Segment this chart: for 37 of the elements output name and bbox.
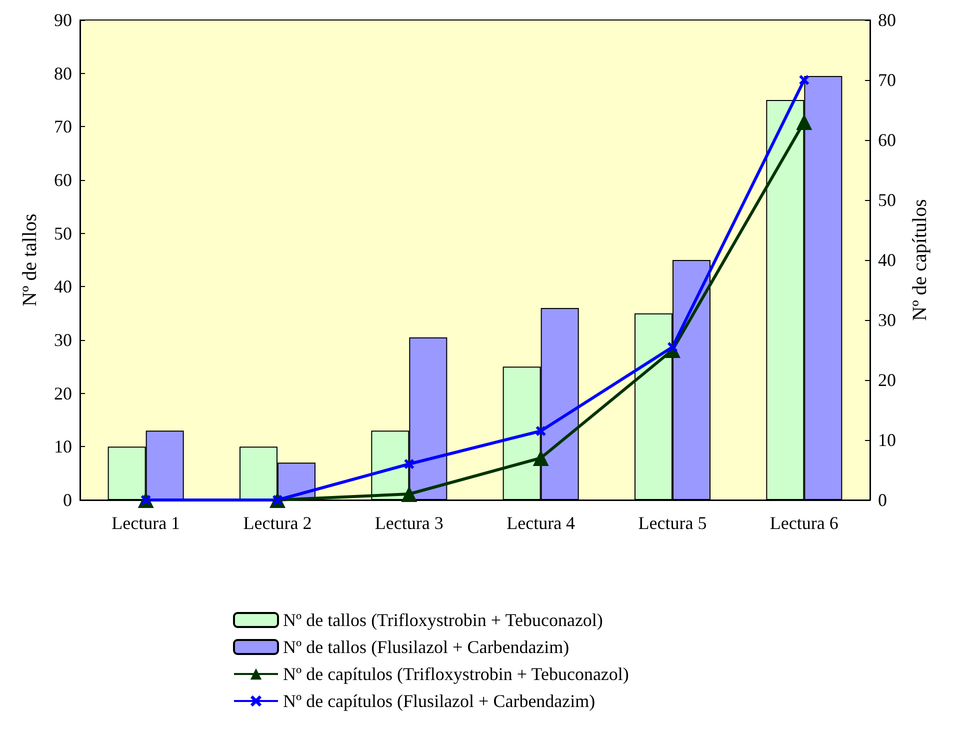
x-tick-label: Lectura 3	[374, 513, 444, 533]
point	[532, 450, 549, 466]
y2-tick-label: 40	[878, 250, 896, 270]
y2-tick-label: 20	[878, 370, 896, 390]
x-tick-label: Lectura 2	[243, 513, 312, 533]
x-tick-label: Lectura 4	[506, 513, 576, 533]
y-tick-label: 50	[54, 223, 72, 244]
y-tick-label: 90	[54, 10, 72, 30]
point	[404, 459, 414, 469]
y2-tick-label: 80	[878, 10, 896, 30]
point	[536, 426, 546, 436]
legend-label: Nº de capítulos (Flusilazol + Carbendazim)	[283, 691, 596, 711]
y-tick-label: 30	[54, 330, 72, 350]
y2-tick-label: 30	[878, 310, 896, 330]
x-tick-label: Lectura 1	[112, 513, 180, 533]
y2-tick-label: 50	[878, 190, 896, 210]
y2-tick-label: 0	[878, 490, 887, 510]
x-tick-label: Lectura 5	[638, 513, 707, 533]
y2-tick-label: 70	[878, 70, 896, 90]
y-tick-label: 60	[54, 170, 72, 190]
y-tick-label: 10	[54, 436, 72, 457]
legend-label: Nº de tallos (Flusilazol + Carbendazim)	[283, 637, 570, 657]
y-tick-label: 0	[63, 490, 72, 510]
x-tick-label: Lectura 6	[770, 513, 838, 533]
legend-label: Nº de capítulos (Trifloxystrobin + Tebuconazol)	[283, 664, 629, 684]
y-axis-title: Nº de tallos	[19, 213, 41, 306]
point	[796, 114, 812, 130]
point	[401, 486, 418, 502]
y2-tick-label: 60	[878, 130, 896, 150]
y-tick-label: 80	[54, 63, 72, 84]
point	[799, 75, 810, 85]
y2-tick-label: 10	[878, 430, 896, 450]
y-tick-label: 70	[54, 116, 72, 137]
legend-label: Nº de tallos (Trifloxystrobin + Tebuconazol)	[283, 610, 603, 630]
y2-axis-title: Nº de capítulos	[909, 198, 931, 321]
y-tick-label: 40	[54, 276, 72, 297]
y-tick-label: 20	[54, 383, 72, 404]
